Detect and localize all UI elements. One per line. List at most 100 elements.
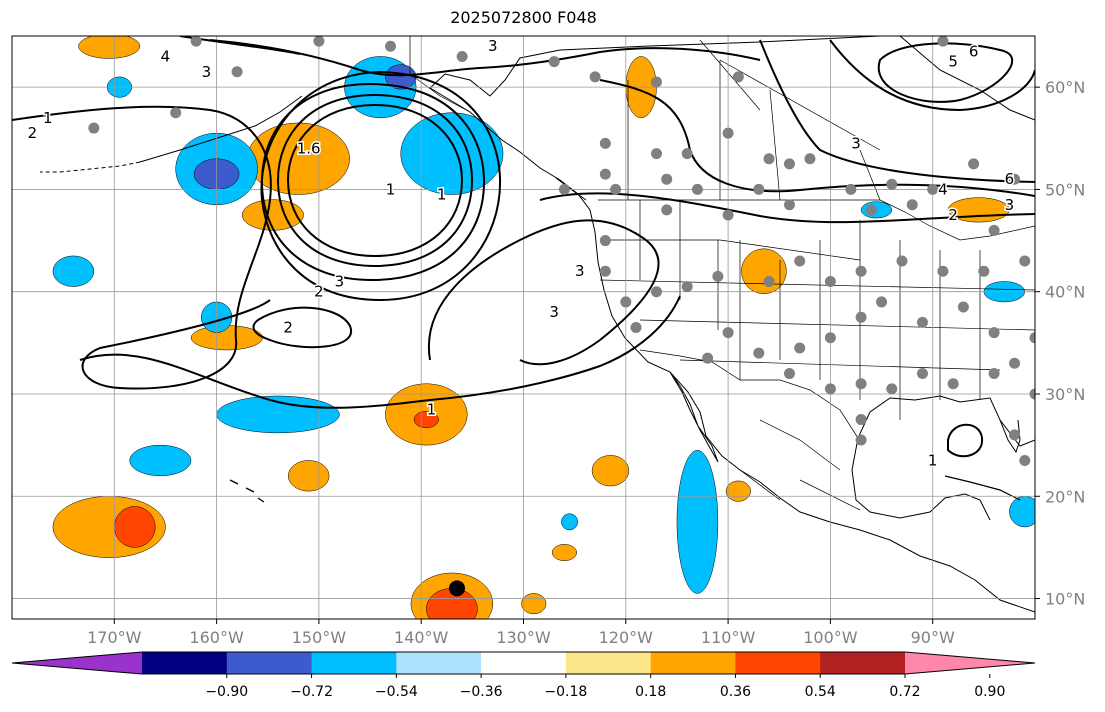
anomaly-patch-neg1	[1009, 496, 1035, 528]
contour-label: 1	[437, 186, 447, 204]
colorbar-outline	[11, 651, 1036, 675]
station-dot	[650, 148, 662, 160]
colorbar-segment	[481, 652, 567, 674]
colorbar-segment	[650, 652, 736, 674]
station-dot	[599, 168, 611, 180]
colorbar-tick-label: −0.90	[205, 684, 248, 700]
station-dot	[886, 383, 898, 395]
station-dot	[661, 204, 673, 216]
colorbar-tick-label: 0.36	[720, 684, 751, 700]
us-canada-border	[598, 199, 1035, 241]
station-dot	[1009, 173, 1021, 185]
station-dot	[1009, 429, 1021, 441]
anomaly-patch-pos1	[190, 325, 263, 351]
station-dot	[558, 183, 570, 195]
anomaly-patch-neg1	[676, 449, 719, 594]
station-dot	[1050, 317, 1061, 328]
station-dot	[927, 183, 939, 195]
contour-label: 2	[948, 206, 958, 224]
contour-label: 2	[314, 283, 324, 301]
station-dot	[855, 414, 867, 426]
contour-label: 1.6	[297, 140, 321, 158]
anomaly-patch-pos1	[287, 460, 330, 492]
station-dot	[783, 368, 795, 380]
alaska-canada-border	[409, 36, 471, 113]
station-dot	[916, 316, 928, 328]
colorbar-segment	[311, 652, 397, 674]
station-dot	[1050, 41, 1061, 52]
station-dot	[804, 153, 816, 165]
anomaly-patch-pos1	[591, 455, 630, 487]
colorbar-tick-label: 0.90	[974, 684, 1005, 700]
latitude-axis: 60°N 50°N 40°N 30°N 20°N 10°N	[1035, 78, 1085, 609]
canadian-provinces	[627, 39, 881, 201]
contour-3-canada	[599, 79, 1035, 197]
station-dot	[906, 199, 918, 211]
station-dot	[753, 183, 765, 195]
hawaiian-islands	[229, 479, 265, 503]
contour-5-arctic	[829, 39, 1035, 112]
station-dot	[845, 183, 857, 195]
station-dot	[855, 265, 867, 277]
contour-2-canada-south	[539, 192, 1035, 224]
storm-position-marker[interactable]	[449, 580, 466, 597]
political-borders-layer	[409, 36, 1035, 511]
contour-low-center-ring-3	[260, 82, 486, 282]
lat-tick-label: 10°N	[1045, 590, 1085, 609]
station-dot	[691, 183, 703, 195]
station-dot	[763, 153, 775, 165]
contour-label: 2	[283, 319, 293, 337]
station-dot	[650, 76, 662, 88]
station-dot	[886, 178, 898, 190]
colorbar-tick-label: 0.54	[805, 684, 836, 700]
station-dot	[896, 255, 908, 267]
contour-label: 3	[335, 272, 345, 290]
cuba	[944, 475, 1021, 501]
longitude-axis: 170°W 160°W 150°W 140°W 130°W 120°W 110°W 100°W…	[87, 619, 955, 647]
colorbar-segment	[142, 652, 228, 674]
anomaly-patch-pos1	[521, 593, 547, 615]
contour-label: 5	[948, 53, 958, 71]
station-dot	[732, 71, 744, 83]
station-dot	[855, 311, 867, 323]
contour-1-subtropical	[79, 295, 681, 409]
station-dot	[763, 275, 775, 287]
us-mexico-border	[639, 349, 859, 439]
contour-2-small-loop	[252, 306, 353, 349]
colorbar-tick-label: −0.72	[290, 684, 333, 700]
contour-label: 3	[549, 303, 559, 321]
us-states	[599, 200, 1035, 420]
colorbar-tick-label: −0.18	[544, 684, 587, 700]
colorbar-segment	[820, 652, 906, 674]
contour-label: 1	[386, 180, 396, 198]
contour-label: 6	[969, 42, 979, 60]
station-dot	[753, 347, 765, 359]
station-dot	[385, 40, 397, 52]
station-dot	[1040, 414, 1051, 425]
station-dot	[313, 36, 325, 47]
colorbar-segment	[226, 652, 313, 674]
station-dot	[722, 127, 734, 139]
station-dot	[589, 71, 601, 83]
station-dot	[620, 296, 632, 308]
station-dot	[937, 36, 949, 47]
station-dot	[1029, 388, 1035, 400]
station-dot	[599, 235, 611, 247]
lon-tick-label: 90°W	[911, 628, 955, 647]
contour-label: 4	[161, 47, 171, 65]
lat-tick-label: 60°N	[1045, 78, 1085, 97]
colorbar-tick-label: 0.18	[635, 684, 666, 700]
contour-low-center-ring-4	[260, 70, 502, 302]
station-dot	[794, 255, 806, 267]
station-dot	[988, 368, 1000, 380]
contour-2-pacific	[12, 105, 272, 390]
contour-label: 3	[851, 134, 861, 152]
station-dot	[630, 322, 642, 333]
colorbar-extend-low	[12, 652, 142, 674]
contour-1-gulf-small	[947, 423, 984, 458]
station-dot	[947, 378, 959, 390]
station-dot	[702, 352, 714, 364]
colorbar-segment	[735, 652, 821, 674]
